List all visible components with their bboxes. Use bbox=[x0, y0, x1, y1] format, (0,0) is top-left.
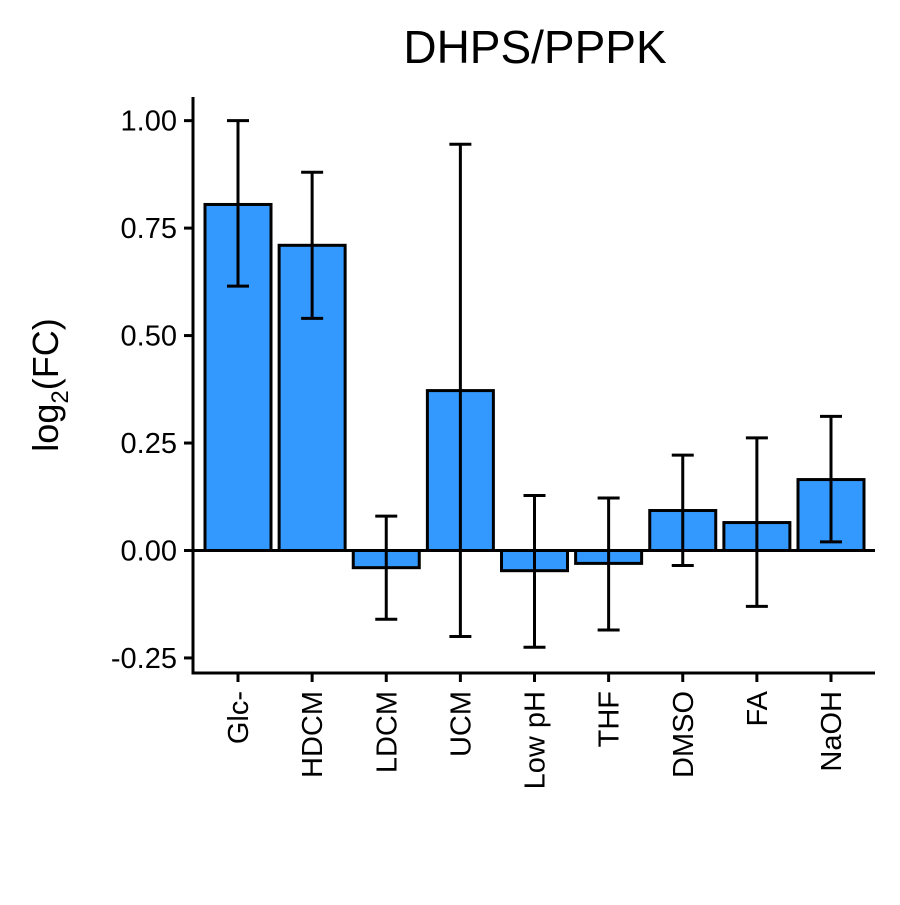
y-tick-label: 0.75 bbox=[121, 213, 177, 245]
error-bar-fa bbox=[745, 436, 768, 608]
x-tick-label: THF bbox=[594, 691, 626, 747]
svg-text:log2(FC): log2(FC) bbox=[25, 318, 74, 451]
chart-title: DHPS/PPPK bbox=[403, 21, 667, 73]
error-bar-hdcm bbox=[301, 170, 324, 320]
error-bar-ucm bbox=[449, 142, 472, 638]
x-tick-label: HDCM bbox=[297, 691, 329, 778]
error-bar-glc bbox=[227, 119, 249, 288]
y-tick-label: 0.25 bbox=[121, 428, 177, 460]
error-bar-ldcm bbox=[375, 514, 398, 621]
x-tick-label: NaOH bbox=[816, 691, 848, 772]
error-bar-dmso bbox=[671, 453, 694, 568]
y-tick-label: 1.00 bbox=[121, 106, 177, 138]
x-tick-label: FA bbox=[742, 690, 774, 726]
error-bars-layer bbox=[227, 119, 842, 649]
x-tick-label: LDCM bbox=[371, 691, 403, 773]
y-tick-label: -0.25 bbox=[111, 643, 177, 675]
x-tick-label: Low pH bbox=[520, 691, 552, 789]
x-tick-label: Glc- bbox=[223, 691, 255, 744]
y-tick-label: 0.00 bbox=[121, 535, 177, 567]
x-tick-label: DMSO bbox=[668, 691, 700, 778]
y-ticks-layer: 1.00 0.75 0.50 0.25 0.00 -0.25 bbox=[111, 106, 193, 675]
error-bar-low-ph bbox=[523, 493, 546, 649]
y-axis-label-main: log bbox=[25, 404, 66, 452]
error-bar-naoh bbox=[820, 414, 842, 544]
y-axis-label-suffix: (FC) bbox=[25, 318, 66, 390]
y-axis-label-subscript: 2 bbox=[47, 390, 74, 403]
y-axis-label: log2(FC) bbox=[25, 318, 74, 451]
x-ticks-layer: Glc- HDCM LDCM UCM Low pH THF DMSO FA NaOH bbox=[223, 673, 848, 789]
x-tick-label: UCM bbox=[445, 691, 477, 757]
error-bar-thf bbox=[597, 496, 620, 632]
y-tick-label: 0.50 bbox=[121, 321, 177, 353]
